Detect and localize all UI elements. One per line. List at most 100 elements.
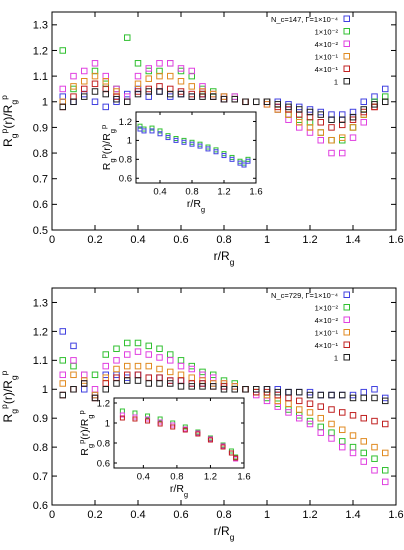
x-tick-label: 1.6 — [388, 234, 403, 246]
data-point — [195, 431, 201, 437]
data-point — [382, 449, 389, 457]
x-tick-label: 0.8 — [216, 509, 231, 521]
series-2 — [119, 415, 239, 461]
data-point — [339, 391, 346, 399]
data-point — [360, 458, 367, 465]
data-point — [145, 380, 152, 387]
y-tick-label: 1 — [127, 136, 132, 147]
legend-marker — [343, 40, 350, 47]
data-point — [177, 90, 185, 98]
y-axis-label: Rgp(r)/Rgp — [99, 125, 117, 170]
data-point — [59, 328, 66, 335]
x-tick-label: 1.2 — [302, 509, 317, 521]
legend-marker — [343, 53, 350, 60]
legend-entry: 1 — [334, 78, 338, 87]
data-point — [371, 386, 378, 393]
data-point — [296, 414, 303, 422]
x-axis-label: r/Rg — [214, 249, 235, 267]
y-tick-label: 0.8 — [119, 155, 132, 166]
data-point — [188, 83, 195, 90]
series-2 — [59, 348, 389, 486]
data-point — [360, 106, 367, 113]
plot-frame — [113, 397, 245, 469]
data-point — [134, 90, 142, 98]
data-point — [91, 80, 99, 88]
data-point — [360, 438, 367, 445]
data-point — [328, 124, 335, 131]
y-tick-label: 1.1 — [33, 71, 48, 83]
bottom-panel: 0 0.2 0.4 0.6 0.8 1 1.2 1.4 1.6 0.6 0.7 0.8 0.9 1 1.1 1… — [0, 287, 404, 542]
data-point — [205, 146, 211, 152]
data-point — [306, 420, 314, 428]
y-tick-label: 1.2 — [119, 117, 132, 128]
data-point — [360, 414, 367, 422]
data-point — [70, 98, 77, 106]
data-point — [59, 371, 66, 379]
legend-marker — [343, 329, 350, 336]
data-point — [188, 93, 195, 100]
y-tick-label: 0.8 — [97, 438, 110, 449]
data-point — [134, 339, 142, 347]
data-point — [81, 380, 88, 387]
y-tick-label: 0.6 — [119, 174, 132, 185]
data-point — [149, 128, 155, 134]
data-point — [210, 93, 217, 100]
y-tick-label: 0.8 — [33, 442, 48, 454]
data-point — [199, 93, 206, 100]
x-tick-label: 1.4 — [345, 234, 360, 246]
data-point — [167, 368, 174, 376]
data-point — [339, 116, 346, 123]
data-point — [233, 455, 239, 461]
data-point — [306, 108, 314, 116]
data-point — [210, 383, 217, 390]
x-tick-label: 0 — [49, 234, 55, 246]
legend-marker — [343, 291, 350, 298]
y-axis-label: Rgp(r)/Rgp — [0, 370, 19, 422]
data-point — [231, 386, 238, 393]
data-point — [124, 339, 131, 347]
data-point — [349, 124, 357, 131]
legend-marker — [343, 15, 350, 22]
legend-marker — [343, 354, 350, 361]
data-point — [145, 75, 152, 82]
x-axis-label: r/Rg — [187, 198, 205, 214]
data-point — [91, 88, 99, 95]
legend-marker — [343, 341, 350, 348]
data-point — [157, 131, 163, 137]
data-point — [145, 413, 151, 419]
data-point — [339, 149, 346, 157]
data-point — [145, 362, 152, 370]
y-tick-label: 0.9 — [33, 413, 48, 425]
data-point — [124, 34, 131, 41]
y-tick-label: 1.2 — [33, 326, 48, 338]
data-point — [306, 400, 314, 407]
legend-marker — [343, 316, 350, 323]
data-point — [145, 65, 152, 72]
data-point — [102, 351, 109, 358]
data-point — [349, 412, 357, 419]
data-point — [197, 143, 203, 149]
data-point — [328, 435, 335, 442]
data-point — [156, 365, 163, 373]
data-point — [134, 80, 142, 88]
data-point — [349, 113, 357, 121]
x-tick-label: 0.4 — [130, 234, 145, 246]
data-point — [173, 137, 179, 143]
data-point — [242, 386, 249, 393]
data-point — [306, 391, 314, 399]
data-point — [317, 111, 324, 118]
legend-marker — [343, 65, 350, 72]
data-point — [306, 124, 314, 131]
data-point — [113, 380, 120, 387]
data-point — [296, 406, 303, 413]
y-tick-label: 1.1 — [33, 355, 48, 367]
data-point — [102, 362, 109, 370]
data-point — [137, 123, 143, 129]
data-point — [119, 415, 125, 421]
data-point — [220, 444, 226, 450]
data-point — [285, 409, 292, 416]
data-point — [157, 128, 163, 134]
data-point — [134, 72, 142, 80]
legend-title: N_c=147, Γ=1×10⁻⁴ — [271, 15, 338, 24]
data-point — [182, 427, 188, 433]
